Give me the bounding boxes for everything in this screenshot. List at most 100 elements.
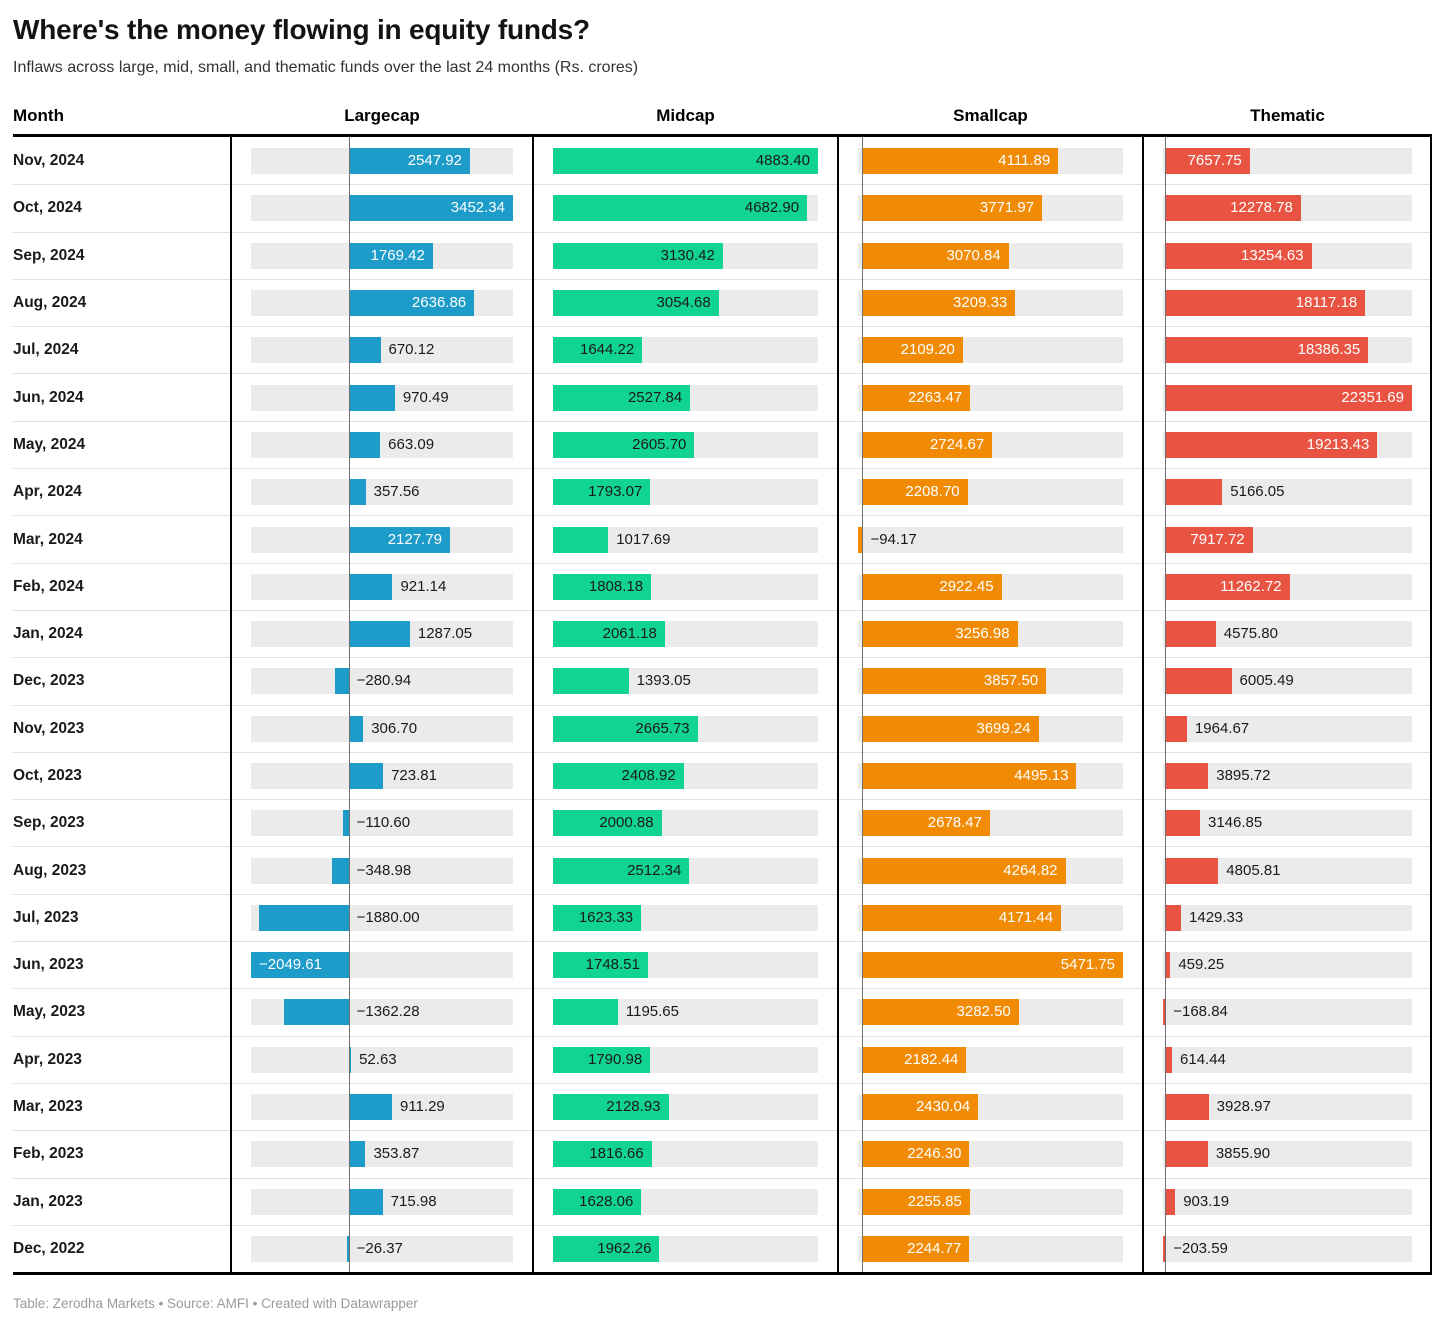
- month-label: Apr, 2023: [13, 1050, 82, 1068]
- thematic-cell: 7917.72: [1143, 516, 1432, 562]
- thematic-bar: [1165, 290, 1366, 317]
- bar-value-label: 22351.69: [1341, 388, 1404, 406]
- smallcap-bar: [862, 952, 1123, 979]
- bar-value-label: 459.25: [1178, 956, 1225, 974]
- bar-value-label: 3282.50: [956, 1003, 1011, 1021]
- bar-value-label: 6005.49: [1239, 672, 1294, 690]
- smallcap-cell: 2724.67: [838, 422, 1143, 468]
- bar-value-label: 3855.90: [1215, 1145, 1271, 1163]
- midcap-bar: [553, 573, 652, 600]
- footer-table-source-link[interactable]: Zerodha Markets: [52, 1296, 155, 1312]
- thematic-bar: [1165, 242, 1312, 269]
- bar-value-label: 18117.18: [1295, 294, 1358, 312]
- smallcap-bar: [862, 337, 963, 364]
- thematic-bar: [1165, 384, 1412, 411]
- table-row: Jul, 2023 −1880.00 1623.33 4171.44 1429.33: [13, 893, 1430, 941]
- bar-value-label: 614.44: [1180, 1050, 1226, 1068]
- bar-value-label: −1880.00: [356, 908, 420, 926]
- midcap-cell: 1793.07: [533, 469, 838, 515]
- bar-value-label: 2061.18: [602, 625, 657, 643]
- largecap-cell: 306.70: [231, 706, 533, 752]
- smallcap-bar: [862, 999, 1019, 1026]
- bar-value-label: 1393.05: [636, 672, 691, 690]
- midcap-cell: 2512.34: [533, 847, 838, 893]
- midcap-bar: [553, 715, 698, 742]
- smallcap-cell: −94.17: [838, 516, 1143, 562]
- bar-track: [251, 431, 513, 458]
- smallcap-cell: 2182.44: [838, 1037, 1143, 1083]
- bar-track: [1163, 1188, 1412, 1215]
- thematic-cell: 19213.43: [1143, 422, 1432, 468]
- thematic-bar: [1165, 763, 1209, 789]
- bar-track: [1163, 1235, 1412, 1262]
- month-label: Aug, 2023: [13, 861, 87, 879]
- month-label: Dec, 2022: [13, 1239, 85, 1257]
- thematic-cell: 6005.49: [1143, 658, 1432, 704]
- smallcap-cell: 3070.84: [838, 233, 1143, 279]
- bar-value-label: 4805.81: [1226, 861, 1281, 879]
- column-header-thematic: Thematic: [1250, 106, 1325, 125]
- midcap-bar: [553, 384, 691, 411]
- smallcap-bar: [862, 715, 1039, 742]
- bar-value-label: 3928.97: [1216, 1098, 1271, 1116]
- largecap-bar: [348, 621, 410, 648]
- thematic-bar: [1165, 195, 1301, 222]
- bar-value-label: 2512.34: [627, 861, 682, 879]
- table-header: Month Largecap Midcap Smallcap Thematic: [13, 99, 1432, 137]
- table-body: Nov, 2024 2547.92 4883.40 4111.89 7657.75 Oct…: [13, 137, 1432, 1276]
- bar-value-label: 1808.18: [588, 577, 644, 595]
- bar-value-label: 2724.67: [929, 435, 985, 453]
- bar-track: [251, 668, 513, 695]
- footer-data-source-link[interactable]: AMFI: [216, 1296, 249, 1312]
- largecap-bar: [331, 857, 349, 884]
- bar-value-label: 1816.66: [589, 1145, 644, 1163]
- midcap-cell: 1808.18: [533, 564, 838, 610]
- midcap-bar: [553, 526, 609, 553]
- bar-track: [251, 810, 513, 837]
- midcap-bar: [553, 810, 662, 837]
- midcap-cell: 2665.73: [533, 706, 838, 752]
- thematic-bar: [1165, 715, 1187, 742]
- thematic-bar: [1165, 857, 1219, 884]
- smallcap-cell: 2244.77: [838, 1226, 1143, 1272]
- bar-value-label: 2263.47: [908, 388, 963, 406]
- table-row: Dec, 2023 −280.94 1393.05 3857.50 6005.49: [13, 657, 1430, 704]
- bar-value-label: 306.70: [371, 719, 418, 737]
- thematic-cell: 3895.72: [1143, 753, 1432, 799]
- largecap-bar: [348, 195, 513, 222]
- bar-value-label: 2127.79: [387, 530, 442, 548]
- bar-track: [1163, 999, 1412, 1026]
- midcap-bar: [553, 337, 643, 364]
- smallcap-bar: [862, 1094, 979, 1121]
- midcap-cell: 2000.88: [533, 800, 838, 846]
- bar-track: [1163, 1046, 1412, 1073]
- table-row: Nov, 2024 2547.92 4883.40 4111.89 7657.75: [13, 137, 1430, 184]
- table-row: Aug, 2024 2636.86 3054.68 3209.33 18117.18: [13, 278, 1430, 326]
- thematic-bar: [1165, 810, 1200, 837]
- smallcap-cell: 2246.30: [838, 1131, 1143, 1177]
- midcap-cell: 4883.40: [533, 137, 838, 184]
- thematic-bar: [1165, 1188, 1176, 1215]
- bar-value-label: 670.12: [388, 341, 435, 359]
- largecap-cell: −2049.61: [231, 942, 533, 988]
- bar-track: [251, 1046, 513, 1073]
- table-row: Sep, 2023 −110.60 2000.88 2678.47 3146.85: [13, 799, 1430, 846]
- table-row: Apr, 2024 357.56 1793.07 2208.70 5166.05: [13, 468, 1430, 515]
- bar-value-label: 5166.05: [1230, 483, 1285, 501]
- footer-table-prefix: Table:: [13, 1296, 53, 1312]
- footer-source-prefix: • Source:: [154, 1296, 217, 1312]
- bar-value-label: 1790.98: [587, 1050, 643, 1068]
- largecap-cell: 2547.92: [231, 137, 533, 184]
- midcap-cell: 4682.90: [533, 185, 838, 231]
- table-row: Mar, 2023 911.29 2128.93 2430.04 3928.97: [13, 1082, 1430, 1130]
- table-row: Jan, 2024 1287.05 2061.18 3256.98 4575.80: [13, 609, 1430, 657]
- footer-datawrapper-link[interactable]: Datawrapper: [340, 1296, 418, 1312]
- thematic-cell: 3146.85: [1143, 800, 1432, 846]
- table-row: Nov, 2023 306.70 2665.73 3699.24 1964.67: [13, 704, 1430, 752]
- midcap-bar: [553, 479, 651, 506]
- largecap-bar: [348, 573, 393, 600]
- smallcap-bar: [862, 431, 993, 458]
- table-row: Sep, 2024 1769.42 3130.42 3070.84 13254.63: [13, 231, 1430, 279]
- bar-value-label: 2208.70: [905, 483, 960, 501]
